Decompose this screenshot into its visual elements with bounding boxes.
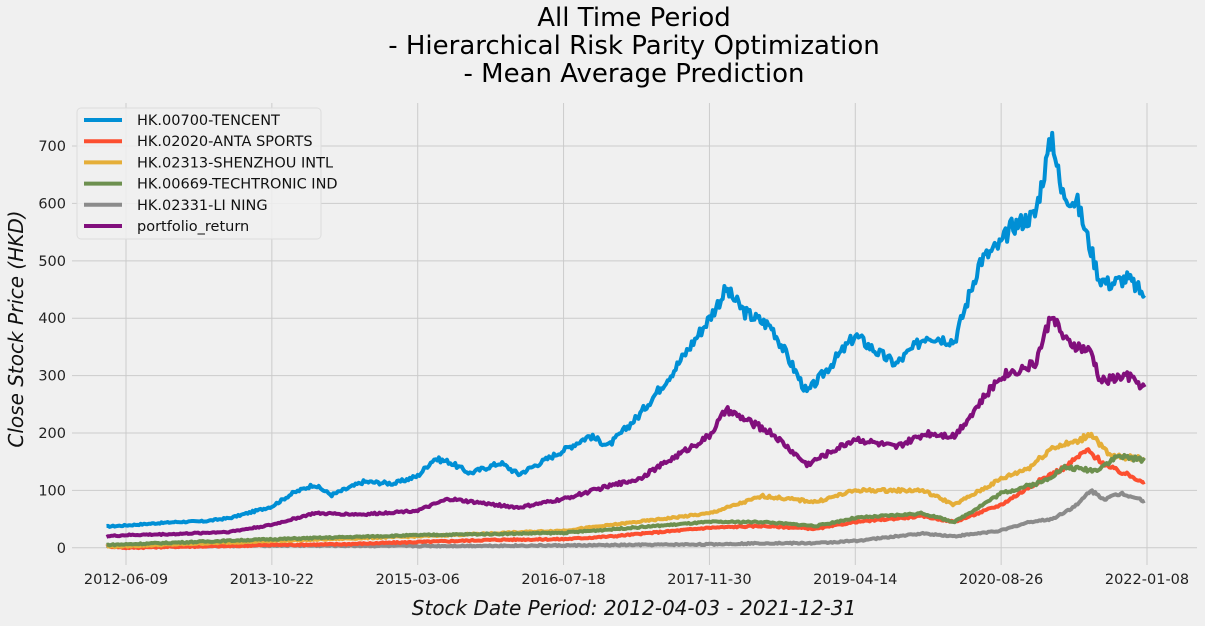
x-tick-label: 2013-10-22 [230,572,314,588]
series-line-portfolio-return [105,315,1147,539]
x-tick-label: 2016-07-18 [521,572,605,588]
y-tick-label: 700 [38,139,66,155]
y-tick-label: 600 [38,196,66,212]
y-tick-label: 400 [38,311,66,327]
x-tick-label: 2019-04-14 [813,572,897,588]
legend: HK.00700-TENCENT HK.02020-ANTA SPORTS HK.0… [76,107,338,240]
x-tick-label: 2012-06-09 [84,572,168,588]
y-tick-label: 300 [38,369,66,385]
y-axis-label: Close Stock Price (HKD) [4,210,28,447]
title-line-3: - Mean Average Prediction [464,59,805,89]
series-line-hk-00700-tencent [106,130,1147,529]
legend-entry-label: HK.00669-TECHTRONIC IND [137,177,338,193]
x-tick-label: 2017-11-30 [667,572,751,588]
x-axis-ticks: 2012-06-09 2013-10-22 2015-03-06 2016-07-18… [84,572,1189,588]
x-tick-label: 2020-08-26 [959,572,1043,588]
legend-entry-label: HK.00700-TENCENT [137,113,280,129]
title-line-2: - Hierarchical Risk Parity Optimization [388,31,880,61]
legend-entry-label: HK.02020-ANTA SPORTS [137,134,313,150]
legend-entry-label: HK.02313-SHENZHOU INTL [137,155,333,171]
y-axis-ticks: 0 100 200 300 400 500 600 700 [38,139,66,557]
y-tick-label: 200 [38,426,66,442]
series-line-hk-00669-techtronic-ind [106,453,1146,548]
legend-entry-label: portfolio_return [137,219,249,235]
series-lines [105,130,1147,551]
legend-box [76,107,322,240]
series-line-hk-02020-anta-sports [105,447,1146,551]
y-tick-label: 500 [38,254,66,270]
y-tick-label: 100 [38,483,66,499]
title-line-1: All Time Period [537,3,730,33]
x-tick-label: 2015-03-06 [376,572,460,588]
y-tick-label: 0 [57,541,66,557]
legend-entry-label: HK.02331-LI NING [137,198,268,214]
x-axis-label: Stock Date Period: 2012-04-03 - 2021-12-… [412,596,856,620]
chart-title: All Time Period- Hierarchical Risk Parit… [388,3,880,89]
x-tick-label: 2022-01-08 [1105,572,1189,588]
